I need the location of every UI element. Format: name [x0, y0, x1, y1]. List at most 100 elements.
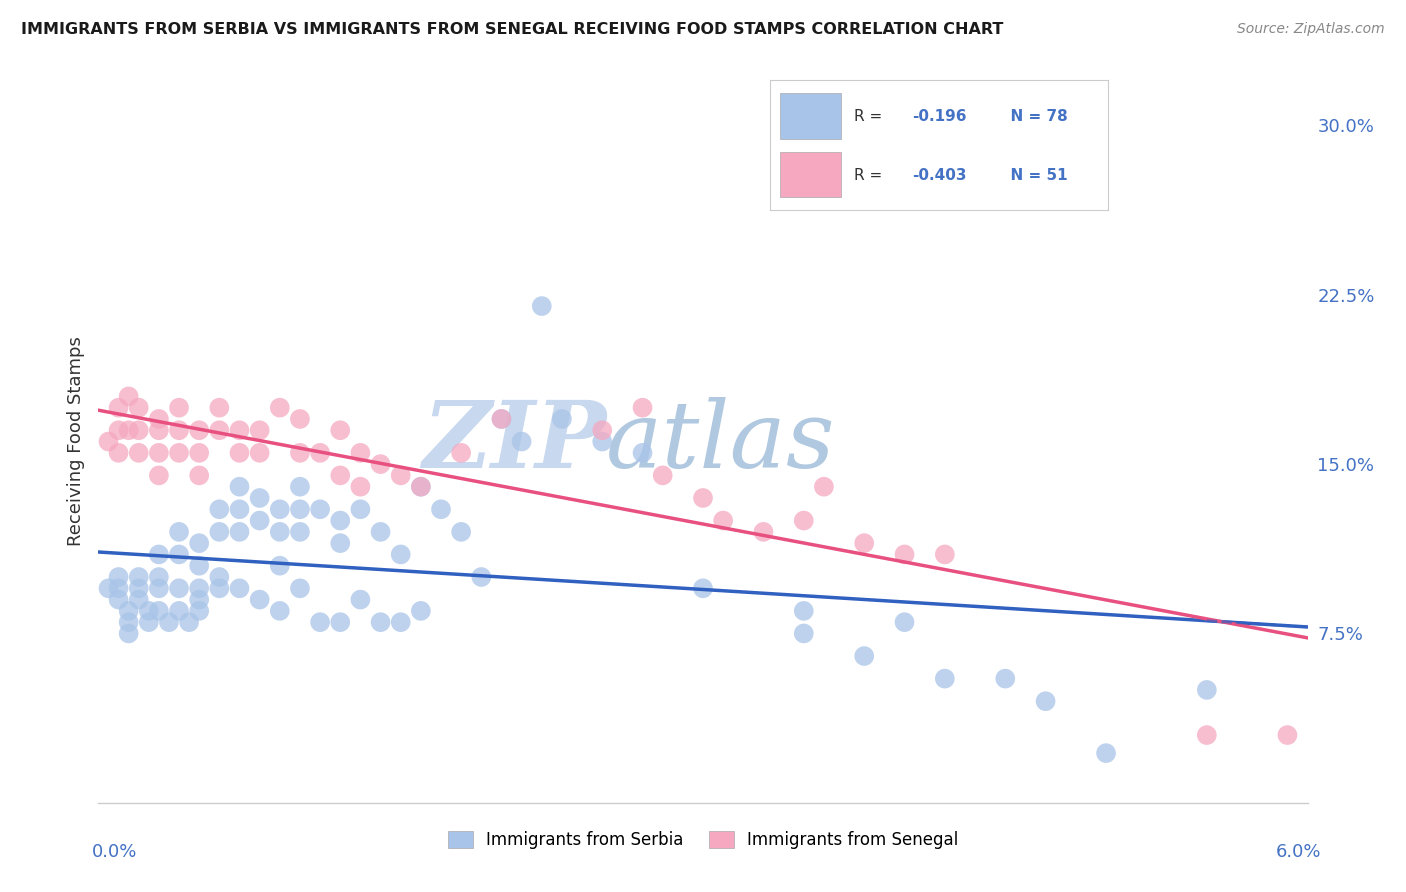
Point — [1277, 728, 1299, 742]
Point — [409, 604, 432, 618]
Point — [208, 423, 231, 437]
Point — [692, 491, 714, 505]
Point — [389, 615, 412, 630]
Point — [167, 524, 190, 539]
Point — [249, 514, 271, 528]
Point — [249, 423, 271, 437]
Point — [793, 514, 815, 528]
Point — [208, 524, 231, 539]
Point — [309, 502, 332, 516]
Point — [188, 536, 211, 550]
Point — [651, 468, 673, 483]
Point — [793, 626, 815, 640]
Point — [107, 446, 129, 460]
Point — [329, 615, 352, 630]
Point — [711, 514, 734, 528]
Point — [118, 615, 141, 630]
Point — [107, 582, 129, 596]
Point — [370, 615, 392, 630]
Point — [208, 570, 231, 584]
Point — [430, 502, 453, 516]
Point — [288, 446, 311, 460]
Point — [329, 468, 352, 483]
Point — [118, 604, 141, 618]
Point — [128, 570, 150, 584]
Point — [208, 401, 231, 415]
Point — [107, 401, 129, 415]
Point — [329, 514, 352, 528]
Point — [491, 412, 513, 426]
Point — [118, 389, 141, 403]
Point — [288, 524, 311, 539]
Y-axis label: Receiving Food Stamps: Receiving Food Stamps — [66, 336, 84, 547]
Text: Source: ZipAtlas.com: Source: ZipAtlas.com — [1237, 22, 1385, 37]
Point — [269, 558, 291, 573]
Point — [853, 536, 876, 550]
Point — [188, 604, 211, 618]
Point — [631, 446, 654, 460]
Point — [107, 570, 129, 584]
Point — [228, 524, 250, 539]
Point — [309, 615, 332, 630]
Point — [389, 548, 412, 562]
Point — [813, 480, 835, 494]
Point — [249, 446, 271, 460]
Point — [510, 434, 533, 449]
Point — [107, 423, 129, 437]
Point — [208, 582, 231, 596]
Point — [249, 491, 271, 505]
Point — [148, 604, 170, 618]
Point — [692, 582, 714, 596]
Point — [470, 570, 492, 584]
Point — [148, 423, 170, 437]
Point — [167, 401, 190, 415]
Point — [288, 480, 311, 494]
Point — [157, 615, 180, 630]
Point — [148, 570, 170, 584]
Point — [128, 582, 150, 596]
Point — [228, 582, 250, 596]
Point — [1095, 746, 1118, 760]
Point — [167, 548, 190, 562]
Point — [893, 548, 915, 562]
Point — [138, 604, 160, 618]
Point — [188, 446, 211, 460]
Point — [118, 626, 141, 640]
Point — [591, 423, 613, 437]
Point — [179, 615, 201, 630]
Point — [329, 536, 352, 550]
Point — [188, 468, 211, 483]
Point — [349, 502, 371, 516]
Point — [288, 412, 311, 426]
Point — [288, 582, 311, 596]
Point — [128, 592, 150, 607]
Point — [148, 582, 170, 596]
Point — [148, 446, 170, 460]
Point — [97, 582, 120, 596]
Point — [631, 401, 654, 415]
Point — [148, 412, 170, 426]
Point — [167, 446, 190, 460]
Legend: Immigrants from Serbia, Immigrants from Senegal: Immigrants from Serbia, Immigrants from … — [441, 824, 965, 856]
Point — [228, 423, 250, 437]
Point — [128, 401, 150, 415]
Point — [329, 423, 352, 437]
Point — [138, 615, 160, 630]
Point — [349, 592, 371, 607]
Point — [107, 592, 129, 607]
Point — [530, 299, 553, 313]
Point — [208, 502, 231, 516]
Point — [288, 502, 311, 516]
Point — [188, 558, 211, 573]
Text: ZIP: ZIP — [422, 397, 606, 486]
Point — [188, 582, 211, 596]
Point — [349, 446, 371, 460]
Point — [118, 423, 141, 437]
Point — [1195, 682, 1218, 697]
Point — [853, 648, 876, 663]
Point — [370, 524, 392, 539]
Point — [994, 672, 1017, 686]
Point — [591, 434, 613, 449]
Point — [228, 502, 250, 516]
Point — [167, 604, 190, 618]
